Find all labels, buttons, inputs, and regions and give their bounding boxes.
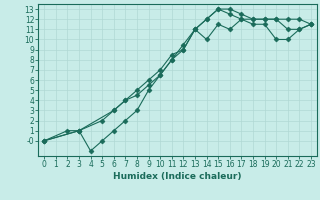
X-axis label: Humidex (Indice chaleur): Humidex (Indice chaleur) xyxy=(113,172,242,181)
